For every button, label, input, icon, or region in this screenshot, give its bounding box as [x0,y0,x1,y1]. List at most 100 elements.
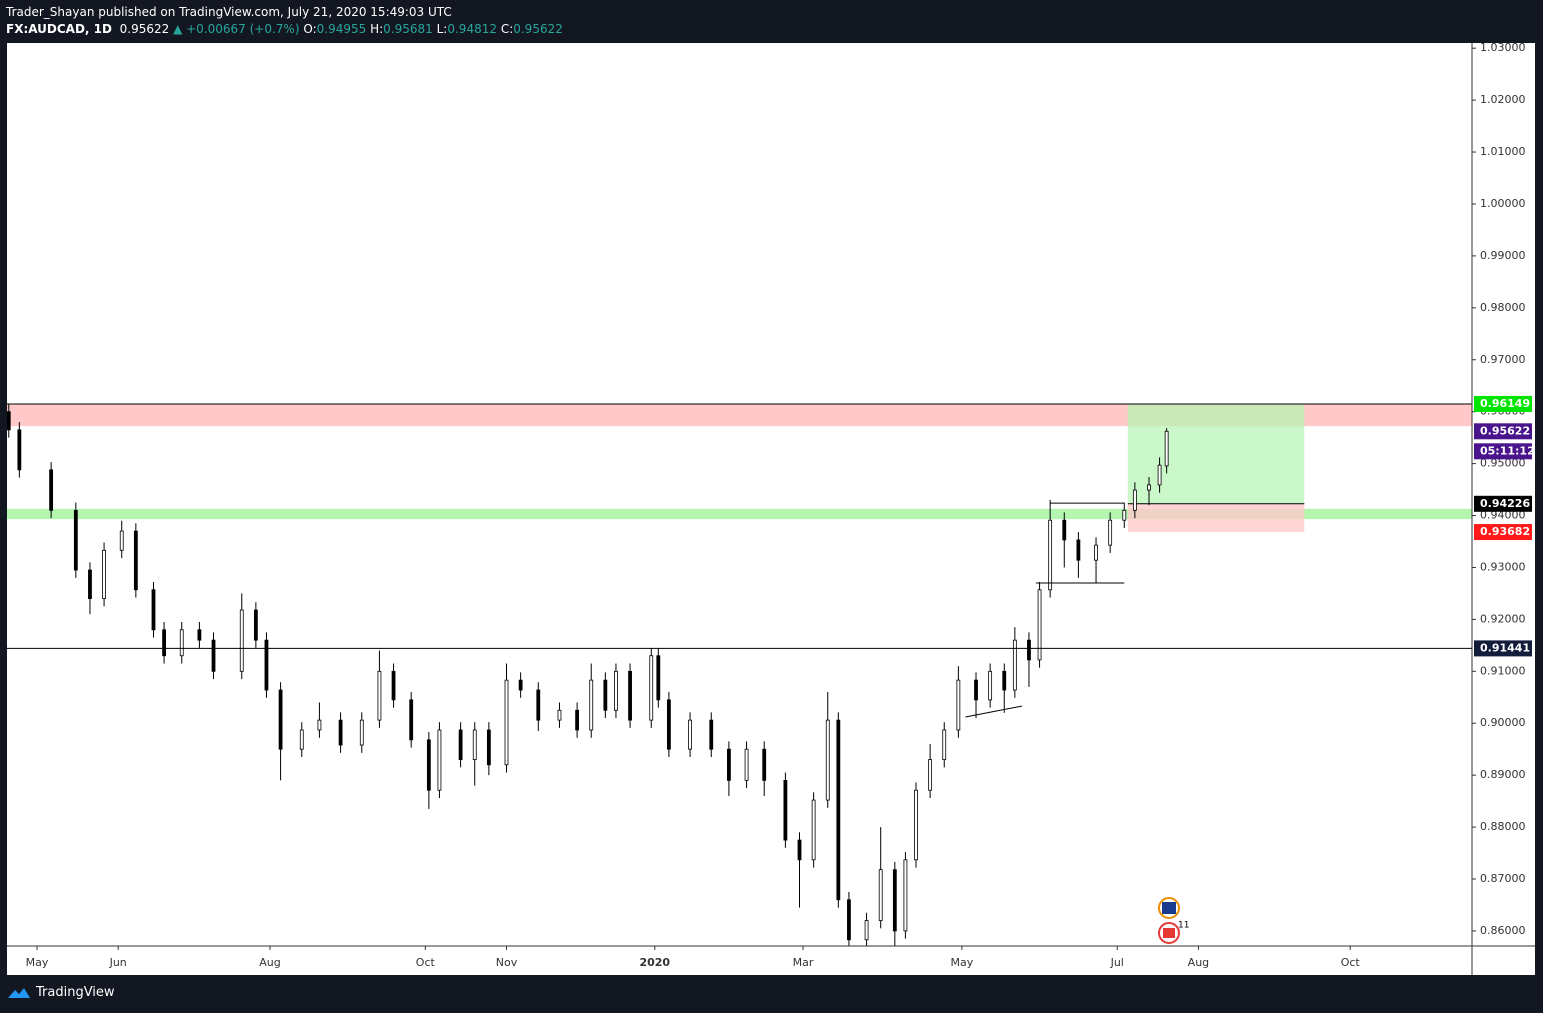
candle-body [317,719,322,731]
candle-body [179,629,184,657]
y-tick-label: 1.02000 [1480,93,1526,106]
candle-body [426,739,431,791]
candle-body [211,639,216,672]
brand: TradingView [36,985,115,1000]
candle-body [133,530,138,591]
x-tick-label: Oct [416,956,436,969]
y-tick-label: 0.97000 [1480,353,1526,366]
price-label: 0.93682 [1480,525,1530,538]
position-profit [1127,403,1305,504]
candle-body [536,689,541,721]
last: 0.95622 [119,22,170,36]
candle-body [49,469,54,511]
y-tick-label: 0.88000 [1480,820,1526,833]
candle-body [73,509,78,571]
logo [8,987,30,998]
y-tick-label: 1.01000 [1480,145,1526,158]
candle-body [299,729,304,750]
candle-body [1037,589,1042,661]
candle-body [762,748,767,781]
candle-body [119,530,124,551]
footer: TradingView [8,985,115,1000]
y-tick-label: 0.89000 [1480,768,1526,781]
trendline [965,705,1023,718]
event-icons: 11 [1158,897,1189,944]
au-flag [1162,902,1176,914]
candle-body [557,709,562,721]
candle-body [437,729,442,791]
candle-body [847,899,851,941]
candle-body [892,869,897,932]
candle-body [391,670,396,701]
candle-body [458,729,463,760]
x-tick-label: May [26,956,49,969]
countdown-bg [1474,443,1532,460]
symbol: FX:AUDCAD, 1D [6,22,112,36]
x-tick-label: Jul [1110,956,1124,969]
y-tick-label: 0.98000 [1480,301,1526,314]
price-label: 0.94226 [1480,497,1530,510]
candle-body [472,729,477,760]
candle-body [1108,519,1113,546]
candle-body [1012,639,1017,691]
ohlc-label: O: [303,22,317,36]
candle-body [656,655,661,701]
candle-body [7,411,11,431]
ohlc-value: 0.94955 [316,22,367,36]
ca-flag [1163,928,1175,938]
candle-body [1147,484,1151,491]
candle-body [17,429,22,471]
y-tick-label: 0.92000 [1480,612,1526,625]
candle-body [628,670,632,721]
candle-body [727,748,731,781]
candle-body [928,759,933,791]
candle-body [278,689,283,750]
candle-body [649,655,654,721]
ohlc-label: H: [370,22,384,36]
candle-body [504,679,509,766]
countdown: 05:11:12 [1480,444,1535,457]
price-label: 0.91441 [1480,641,1530,654]
candle-body [797,839,802,861]
candle-body [162,629,166,657]
header: Trader_Shayan published on TradingView.c… [6,4,563,38]
candle-body [956,679,961,731]
candle-body [666,699,671,750]
candle-body [942,729,947,760]
candle-body [744,748,749,781]
y-tick-label: 0.87000 [1480,872,1526,885]
candle-body [914,789,918,861]
ohlc-label: L: [436,22,448,36]
price-label-bg [1474,640,1532,657]
x-tick-label: Aug [1188,956,1209,969]
candle-body [264,639,269,691]
y-tick-label: 0.91000 [1480,664,1526,677]
candle-body [825,719,830,801]
y-tick-label: 1.03000 [1480,41,1526,54]
candle-body [359,719,364,746]
y-tick-label: 0.93000 [1480,560,1526,573]
candle-body [709,719,714,750]
event-badge: 11 [1178,921,1189,931]
y-tick-label: 0.95000 [1480,457,1526,470]
candle-body [338,719,343,746]
y-tick-label: 0.99000 [1480,249,1526,262]
candle-body [614,670,618,711]
candle-body [974,679,978,701]
candle-body [486,729,491,766]
candle-body [1132,489,1137,511]
candle-body [1157,464,1162,486]
candle-body [102,549,106,600]
zone [7,403,1472,427]
candle-body [1048,519,1053,591]
candle-body [1062,519,1067,541]
x-tick-label: May [951,956,974,969]
candle-body [783,779,788,841]
ohlc-value: 0.95622 [513,22,563,36]
candle-body [197,629,202,641]
candle-body [903,859,908,932]
candle-body [1076,539,1081,561]
ohlc-label: C: [500,22,514,36]
